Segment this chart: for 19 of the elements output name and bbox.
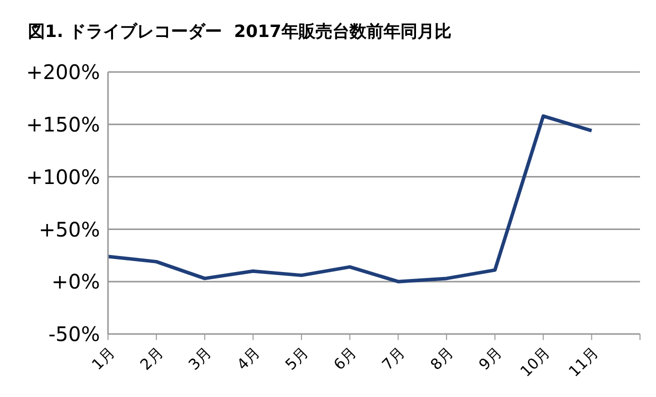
x-tick-label: 7月 [378,344,409,374]
x-tick-label: 2月 [136,344,167,374]
y-tick-label: +50% [38,217,100,242]
x-tick-label: 11月 [565,344,602,380]
line-series [106,114,594,284]
x-tick-label: 10月 [516,344,554,380]
y-tick-label: +100% [26,164,100,189]
x-tick-label: 8月 [426,344,457,374]
y-tick-label: +0% [52,270,100,294]
x-tick-label: 1月 [88,344,118,374]
x-tick-label: 4月 [233,344,264,374]
x-tick-label: 6月 [330,344,360,374]
y-tick-label: -50% [48,322,100,346]
y-tick-label: +150% [26,112,100,136]
x-tick-label: 3月 [185,344,216,374]
y-tick-label: +200% [26,60,100,84]
x-tick-label: 5月 [282,344,312,374]
chart-title: 図1. ドライブレコーダー 2017年販売台数前年同月比 [28,21,452,43]
x-tick-label: 9月 [475,344,506,374]
